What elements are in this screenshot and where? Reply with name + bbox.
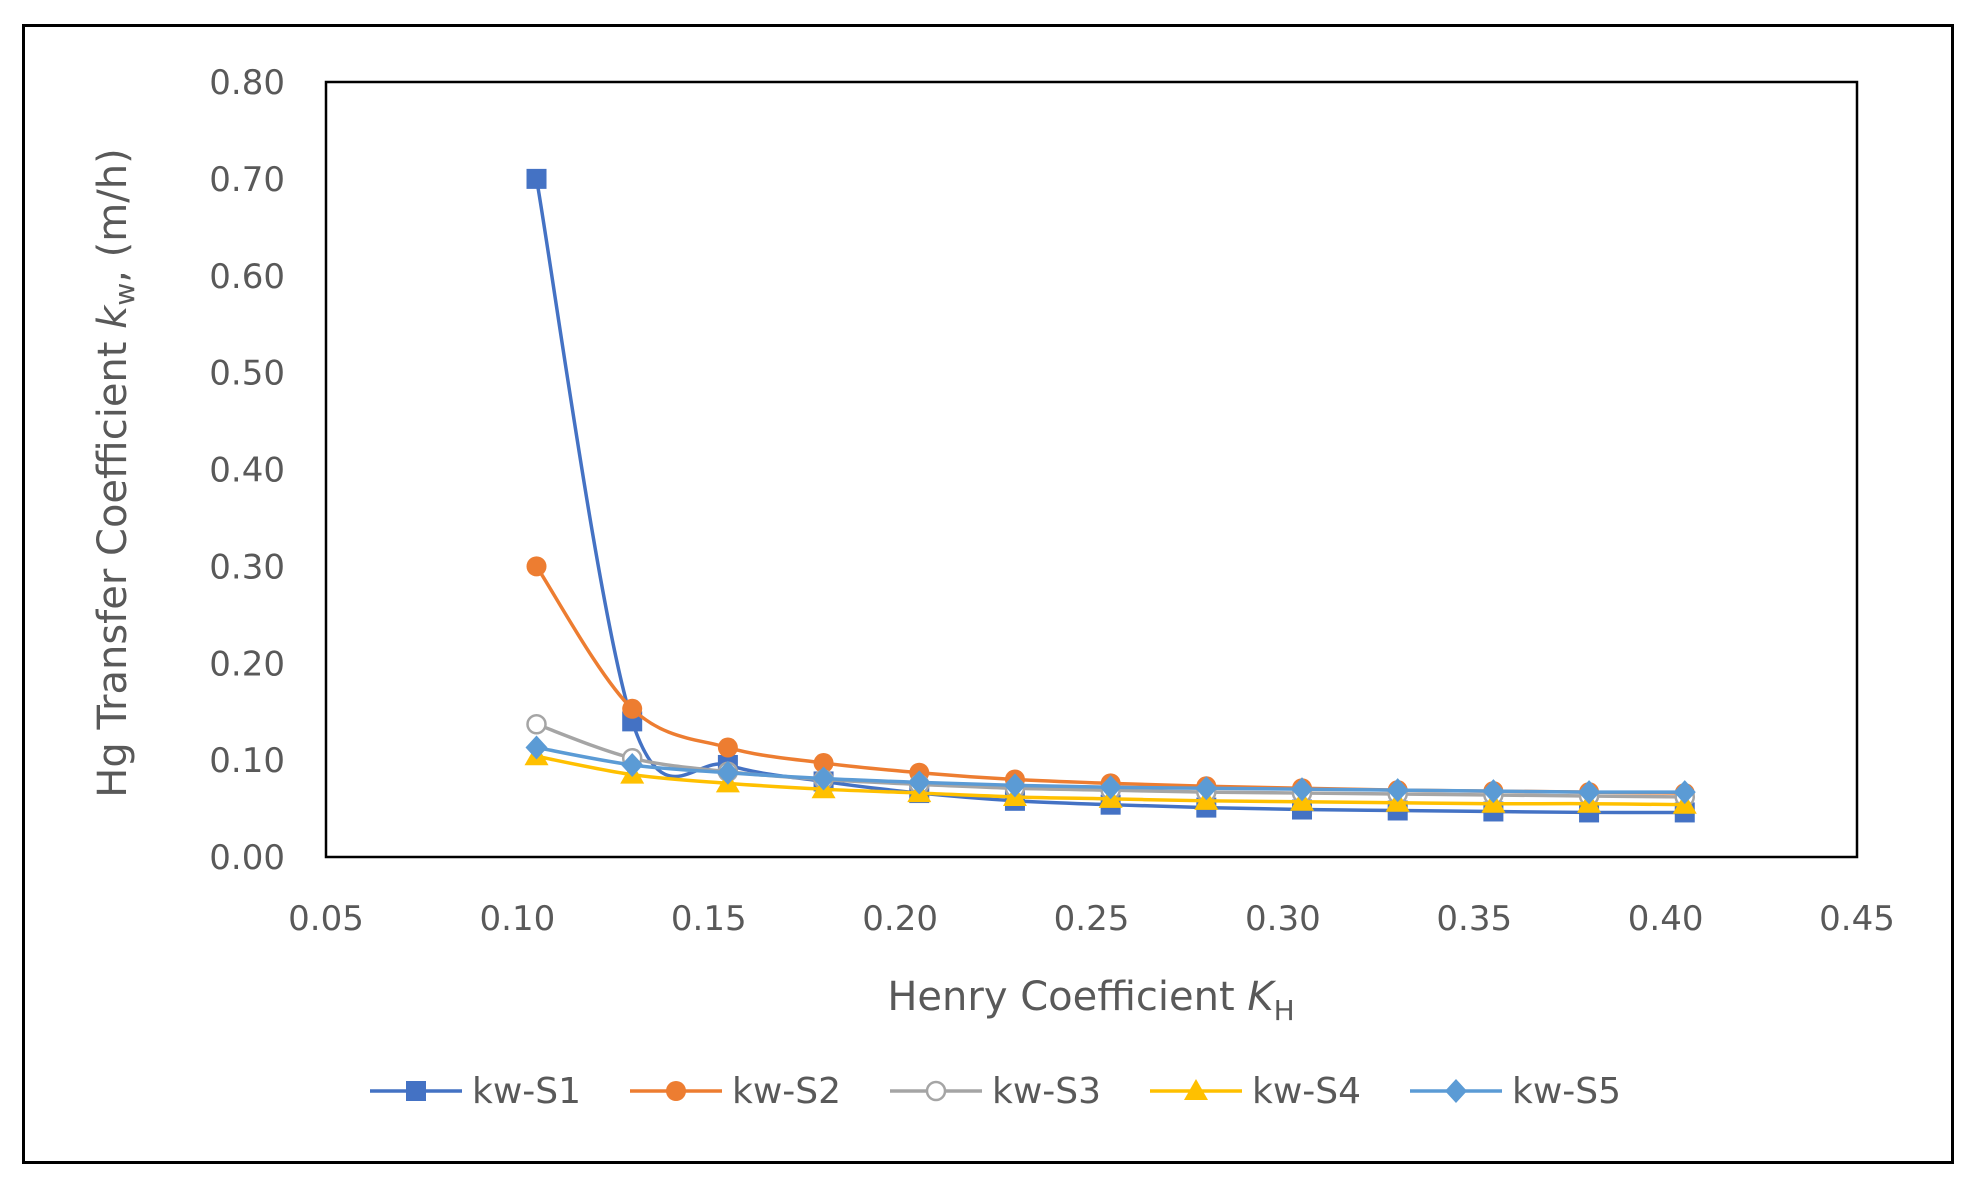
x-tick-label: 0.15: [671, 899, 747, 939]
series-kw-S2: [526, 556, 1695, 804]
legend-label: kw-S1: [472, 1071, 581, 1112]
data-point-kw-S5: [1482, 779, 1505, 804]
y-tick-label: 0.80: [209, 63, 285, 103]
x-axis-title-var: K: [1247, 974, 1276, 1020]
data-point-kw-S2: [526, 556, 547, 577]
y-axis-title-var: k: [90, 304, 136, 329]
data-point-kw-S2: [717, 737, 738, 758]
x-tick-label: 0.35: [1436, 899, 1512, 939]
data-point-kw-S5: [1578, 780, 1601, 805]
x-tick-label: 0.05: [288, 899, 364, 939]
legend-item-kw-S4: kw-S4: [1150, 1071, 1361, 1112]
x-tick-label: 0.10: [480, 899, 556, 939]
x-axis-ticks: 0.05 0.10 0.15 0.20 0.25 0.30 0.35 0.40 0.45: [288, 899, 1895, 939]
x-tick-label: 0.40: [1628, 899, 1704, 939]
x-tick-label: 0.20: [862, 899, 938, 939]
data-point-kw-S5: [1003, 773, 1026, 798]
legend-item-kw-S5: kw-S5: [1410, 1071, 1621, 1112]
chart-frame: [22, 24, 1954, 1164]
y-tick-label: 0.10: [209, 741, 285, 781]
series-layer: [524, 168, 1697, 823]
legend-label: kw-S5: [1512, 1071, 1621, 1112]
legend-item-kw-S2: kw-S2: [630, 1071, 841, 1112]
legend-label: kw-S2: [732, 1071, 841, 1112]
legend-swatch-marker: [1184, 1079, 1208, 1100]
data-point-kw-S5: [716, 760, 739, 785]
y-axis-title-sub: w: [108, 283, 141, 306]
series-kw-S5: [525, 735, 1696, 805]
legend-label: kw-S4: [1252, 1071, 1361, 1112]
series-line-kw-S2: [535, 565, 1685, 795]
y-axis-ticks: 0.00 0.10 0.20 0.30 0.40 0.50 0.60 0.70 0.80: [209, 63, 285, 878]
data-point-kw-S5: [621, 752, 644, 777]
data-point-kw-S2: [622, 698, 643, 719]
data-point-kw-S1: [526, 168, 547, 189]
legend-item-kw-S1: kw-S1: [370, 1071, 581, 1112]
y-tick-label: 0.30: [209, 547, 285, 587]
y-tick-label: 0.70: [209, 160, 285, 200]
legend-swatch-marker: [666, 1081, 686, 1101]
y-tick-label: 0.40: [209, 451, 285, 491]
x-axis-title-text: Henry Coefficient: [887, 974, 1234, 1020]
legend-label: kw-S3: [992, 1071, 1101, 1112]
legend-item-kw-S3: kw-S3: [890, 1071, 1101, 1112]
plot-area: [324, 80, 1859, 859]
series-kw-S1: [526, 168, 1695, 823]
data-point-kw-S2: [813, 753, 834, 774]
x-axis-title-sub: H: [1274, 994, 1295, 1027]
data-point-kw-S5: [525, 735, 548, 760]
data-point-kw-S5: [1673, 780, 1696, 805]
data-point-kw-S5: [1195, 776, 1218, 801]
y-axis-title-units: (m/h): [90, 148, 136, 257]
y-axis-title-text: Hg Transfer Coefficient: [90, 342, 136, 798]
y-axis-title: Hg Transfer Coefficient kw, (m/h): [90, 148, 141, 797]
x-tick-label: 0.25: [1054, 899, 1130, 939]
y-tick-label: 0.50: [209, 354, 285, 394]
x-tick-label: 0.45: [1819, 899, 1895, 939]
legend: kw-S1 kw-S2 kw-S3 kw-S4 kw-S5: [370, 1071, 1621, 1112]
series-line-kw-S1: [534, 178, 1685, 815]
x-tick-label: 0.30: [1245, 899, 1321, 939]
data-point-kw-S5: [1291, 777, 1314, 802]
legend-swatch-marker: [406, 1081, 426, 1101]
data-point-kw-S3: [526, 714, 547, 735]
y-tick-label: 0.60: [209, 257, 285, 297]
data-point-kw-S5: [812, 766, 835, 791]
legend-swatch-marker: [925, 1080, 947, 1102]
y-tick-label: 0.20: [209, 644, 285, 684]
x-axis-title: Henry Coefficient KH: [887, 974, 1294, 1027]
data-point-kw-S5: [908, 770, 931, 795]
data-point-kw-S5: [1099, 775, 1122, 800]
y-tick-label: 0.00: [209, 838, 285, 878]
data-point-kw-S5: [1386, 778, 1409, 803]
legend-swatch-marker: [1445, 1079, 1467, 1103]
